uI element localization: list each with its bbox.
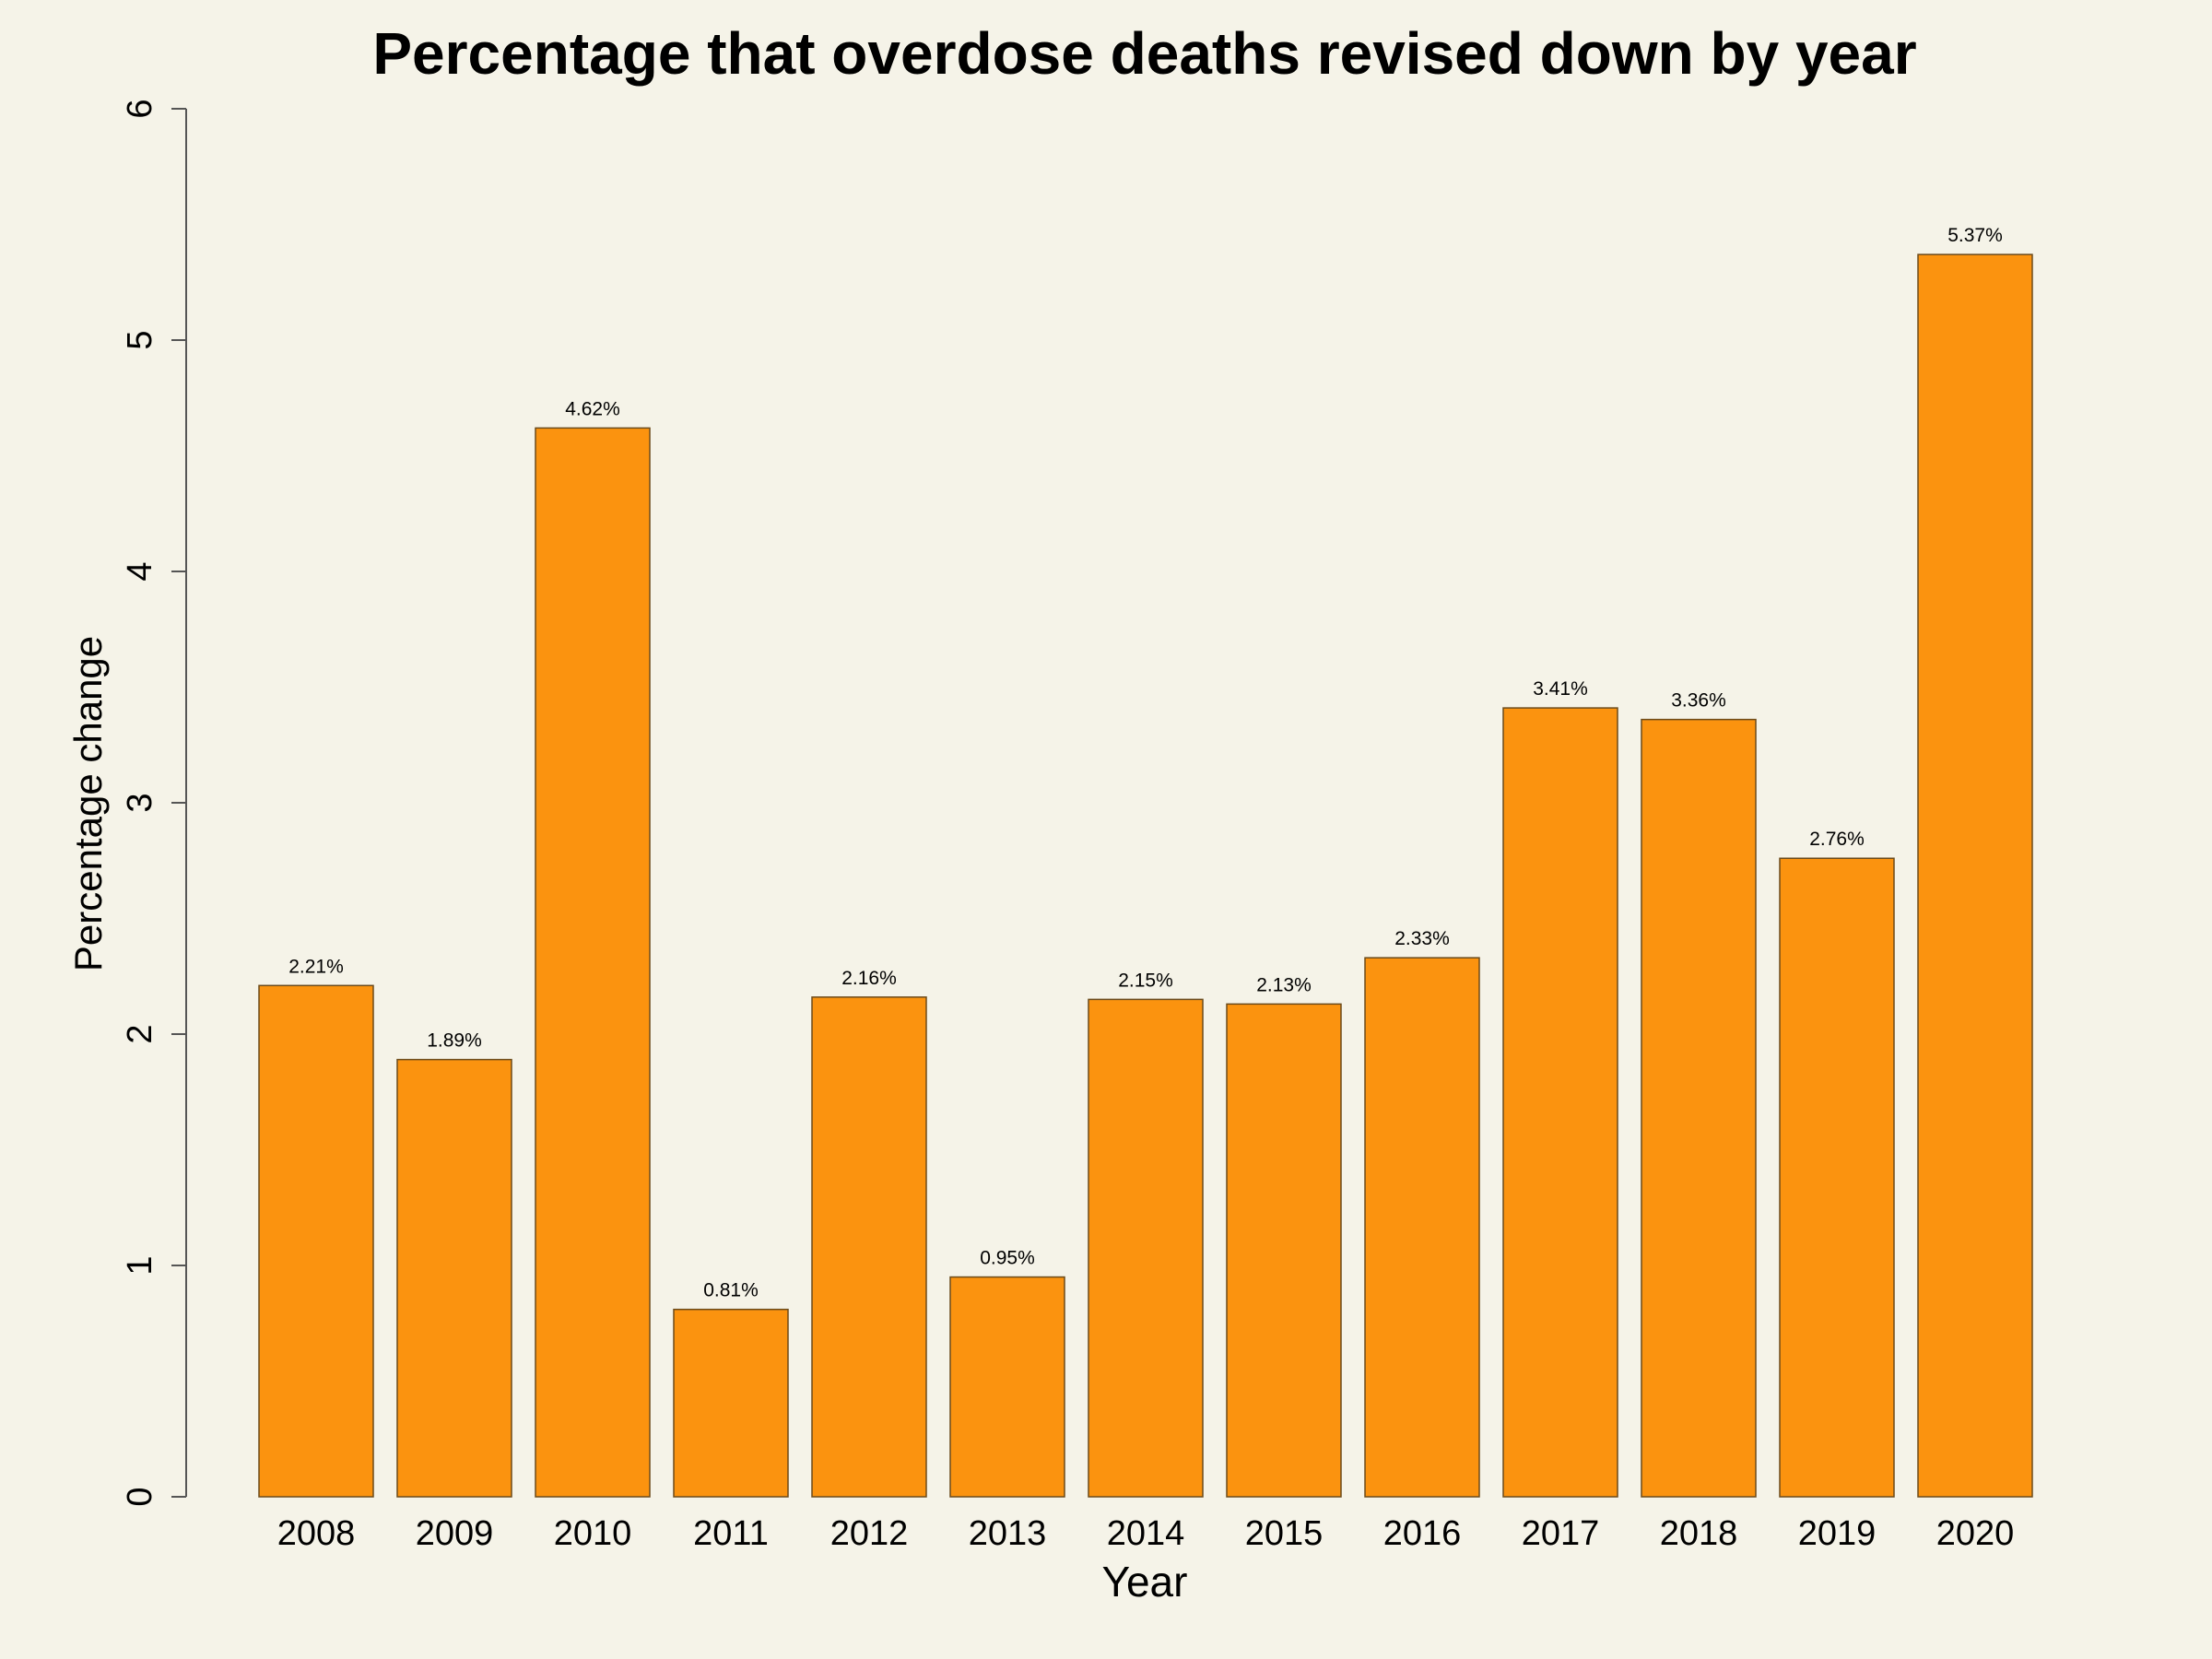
data-label-2011: 0.81% [703, 1280, 759, 1301]
data-label-2017: 3.41% [1533, 678, 1588, 700]
x-axis-tick-labels: 2008 2009 2010 2011 2012 2013 2014 2015 2016 2017… [277, 1514, 2015, 1553]
x-tick-label-2011: 2011 [693, 1514, 769, 1553]
x-tick-label-2013: 2013 [969, 1514, 1047, 1553]
bar-2016 [1364, 957, 1480, 1498]
data-label-2014: 2.15% [1118, 970, 1173, 991]
chart-title: Percentage that overdose deaths revised … [372, 20, 1916, 87]
data-label-2010: 4.62% [565, 398, 620, 419]
bar-2012 [811, 996, 927, 1498]
y-tick-label: 6 [121, 99, 159, 118]
x-tick-label-2019: 2019 [1798, 1514, 1877, 1553]
y-tick-label: 2 [121, 1024, 159, 1043]
x-tick-label-2014: 2014 [1107, 1514, 1185, 1553]
bar-2017 [1502, 707, 1618, 1498]
data-label-2015: 2.13% [1256, 974, 1312, 995]
x-tick-label-2012: 2012 [830, 1514, 909, 1553]
y-tick-label: 0 [121, 1487, 159, 1506]
x-tick-label-2016: 2016 [1383, 1514, 1462, 1553]
bar-2014 [1088, 998, 1204, 1498]
bar-2008 [258, 984, 374, 1498]
x-tick-label-2020: 2020 [1936, 1514, 2015, 1553]
x-tick-label-2009: 2009 [416, 1514, 494, 1553]
data-label-2016: 2.33% [1394, 928, 1450, 949]
data-label-2019: 2.76% [1809, 829, 1865, 850]
x-tick-label-2010: 2010 [554, 1514, 632, 1553]
bar-2020 [1917, 253, 2033, 1498]
bar-2018 [1641, 718, 1757, 1498]
x-tick-label-2018: 2018 [1660, 1514, 1738, 1553]
y-tick-label: 1 [121, 1255, 159, 1275]
y-tick-label: 5 [121, 330, 159, 349]
y-axis: 0 1 2 3 4 5 6 [121, 99, 187, 1507]
bar-2009 [396, 1058, 512, 1498]
data-label-2013: 0.95% [980, 1248, 1035, 1269]
x-axis-label: Year [1102, 1558, 1188, 1606]
x-tick-label-2015: 2015 [1245, 1514, 1324, 1553]
y-tick-label: 3 [121, 793, 159, 812]
bars [258, 253, 2033, 1498]
data-label-2008: 2.21% [288, 956, 344, 977]
bar-2011 [673, 1308, 789, 1498]
data-label-2020: 5.37% [1947, 225, 2003, 246]
bar-2019 [1779, 857, 1895, 1498]
y-axis-label: Percentage change [66, 636, 110, 971]
data-label-2012: 2.16% [841, 968, 897, 989]
x-tick-label-2017: 2017 [1522, 1514, 1600, 1553]
y-tick-label: 4 [121, 561, 159, 581]
data-labels: 2.21% 1.89% 4.62% 0.81% 2.16% 0.95% 2.15% 2.13%… [288, 225, 2003, 1301]
data-label-2009: 1.89% [427, 1030, 482, 1052]
bar-2013 [949, 1276, 1065, 1498]
x-tick-label-2008: 2008 [277, 1514, 356, 1553]
data-label-2018: 3.36% [1671, 690, 1726, 712]
bar-2015 [1226, 1003, 1342, 1498]
bar-2010 [535, 427, 651, 1498]
